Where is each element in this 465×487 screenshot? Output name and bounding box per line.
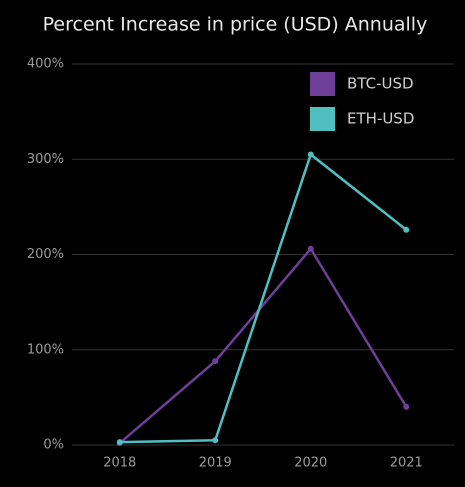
x-tick-label: 2020 (294, 456, 327, 471)
data-point (403, 403, 410, 410)
series-line (118, 246, 408, 445)
x-tick-label: 2021 (390, 456, 423, 471)
y-tick-label: 300% (27, 152, 64, 167)
series-line (119, 152, 408, 444)
legend-label: BTC-USD (347, 75, 414, 93)
data-point (116, 439, 123, 446)
legend-swatch (310, 107, 335, 131)
data-point (212, 437, 219, 444)
x-tick-label: 2018 (103, 456, 136, 471)
chart-title: Percent Increase in price (USD) Annually (43, 14, 428, 36)
data-point (403, 226, 410, 233)
data-point (307, 151, 314, 158)
data-point (307, 245, 314, 252)
x-tick-label: 2019 (199, 456, 232, 471)
data-point (212, 358, 219, 365)
y-tick-label: 100% (27, 342, 64, 357)
y-tick-label: 400% (27, 57, 64, 72)
legend-label: ETH-USD (347, 110, 414, 128)
y-tick-label: 200% (27, 247, 64, 262)
y-tick-label: 0% (43, 438, 64, 453)
legend-swatch (310, 72, 335, 96)
